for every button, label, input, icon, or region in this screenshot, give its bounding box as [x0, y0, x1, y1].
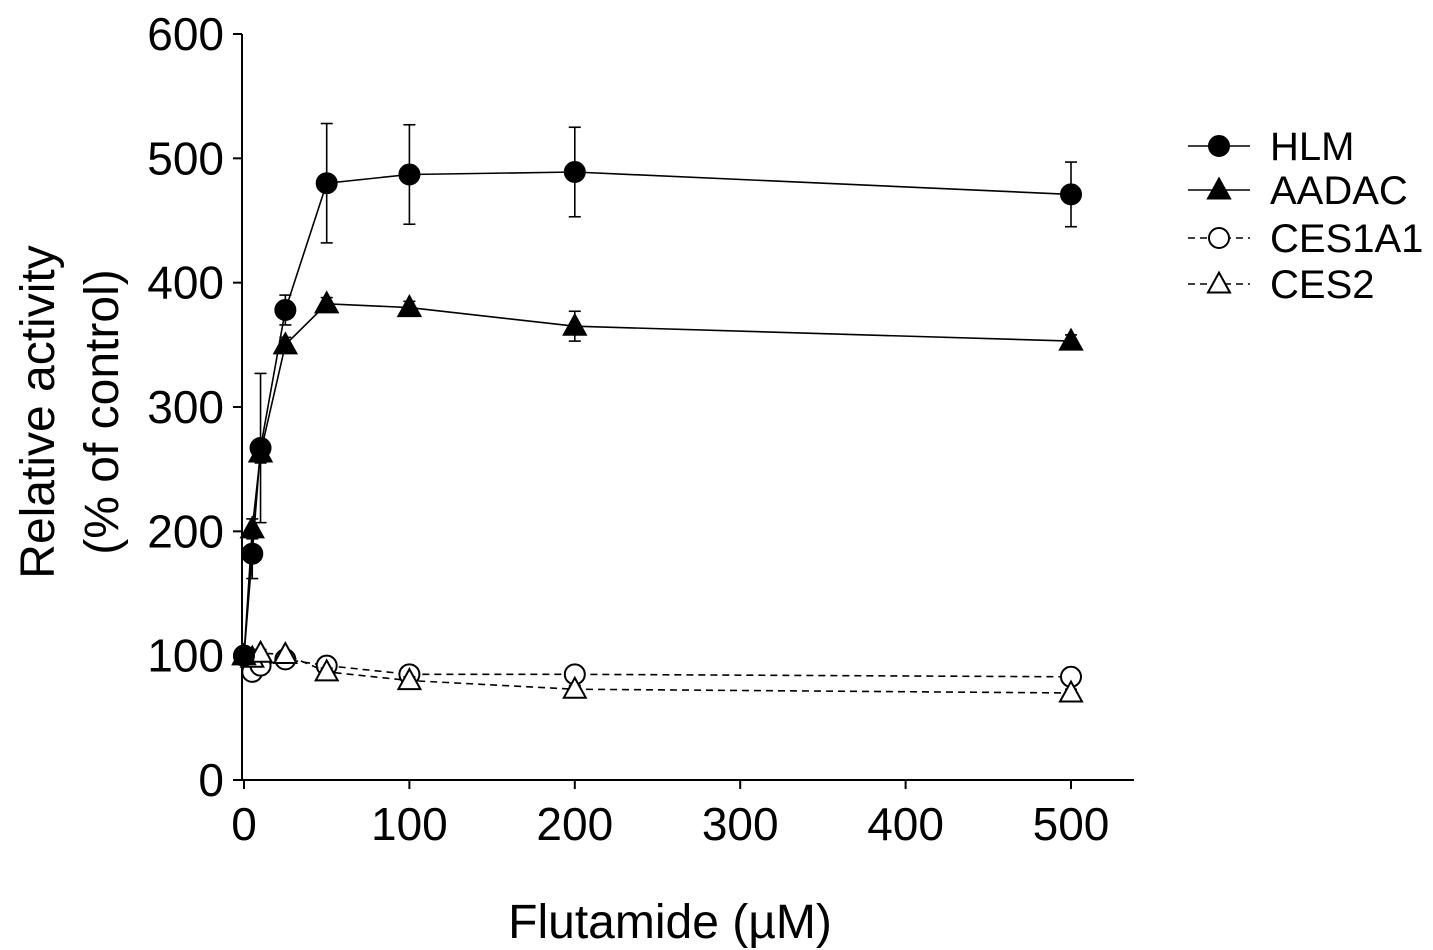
data-point-hlm — [274, 299, 297, 322]
legend-label-aadac: AADAC — [1270, 169, 1408, 213]
data-point-hlm — [1060, 183, 1082, 206]
data-point-ces2 — [562, 675, 588, 699]
series-ces1a1 — [233, 644, 1082, 688]
series-layer — [231, 122, 1084, 703]
data-point-ces2 — [396, 667, 423, 691]
legend-marker-aadac — [1206, 176, 1232, 200]
legend-label-ces2: CES2 — [1270, 263, 1375, 307]
x-tick-label: 100 — [371, 798, 448, 850]
y-tick-label: 600 — [147, 8, 224, 60]
x-axis-title: Flutamide (µM) — [508, 896, 832, 949]
axes — [241, 34, 1134, 781]
y-tick-label: 500 — [147, 132, 224, 184]
legend-label-ces1a1: CES1A1 — [1270, 217, 1423, 261]
data-point-hlm — [398, 163, 421, 186]
y-tick-label: 100 — [147, 630, 224, 682]
data-point-aadac — [396, 294, 423, 318]
data-point-hlm — [241, 542, 264, 565]
data-point-ces2 — [1058, 679, 1084, 703]
legend-marker-ces1a1 — [1208, 227, 1230, 249]
legend-marker-hlm — [1208, 135, 1230, 157]
y-tick-label: 400 — [147, 257, 224, 309]
data-point-hlm — [233, 644, 255, 667]
legend-item-ces1a1: CES1A1 — [1188, 217, 1423, 261]
data-point-ces2 — [247, 639, 274, 663]
legend-item-ces2: CES2 — [1188, 263, 1375, 307]
y-tick-label: 300 — [147, 381, 224, 433]
series-line-aadac — [243, 302, 1072, 656]
series-line-hlm — [243, 171, 1072, 656]
y-axis-title-line1: Relative activity — [12, 245, 65, 578]
series-aadac — [231, 290, 1084, 666]
data-point-aadac — [314, 290, 340, 314]
data-point-hlm — [315, 172, 338, 195]
y-tick-label: 200 — [147, 505, 224, 557]
data-point-hlm — [563, 161, 586, 184]
series-line-ces1a1 — [243, 655, 1072, 678]
x-tick-label: 200 — [536, 798, 613, 850]
y-axis-title-line2: (% of control) — [76, 269, 129, 554]
x-tick-label: 300 — [702, 798, 779, 850]
x-tick-label: 400 — [867, 798, 944, 850]
legend-label-hlm: HLM — [1270, 125, 1354, 169]
series-line-ces2 — [243, 652, 1072, 694]
ticks: 0 100 200 300 400 500 600 0 100 200 300 400 500 — [147, 8, 1109, 850]
x-tick-label: 500 — [1033, 798, 1110, 850]
data-point-aadac — [562, 312, 588, 336]
legend-item-aadac: AADAC — [1188, 169, 1408, 213]
y-tick-label: 0 — [198, 754, 224, 806]
data-point-hlm — [249, 437, 272, 460]
data-point-ces2 — [272, 640, 299, 664]
legend-item-hlm: HLM — [1188, 125, 1354, 169]
x-tick-label: 0 — [231, 798, 257, 850]
series-hlm — [233, 122, 1082, 667]
series-ces2 — [231, 639, 1084, 703]
legend-marker-ces2 — [1206, 270, 1232, 294]
data-point-aadac — [1058, 327, 1084, 351]
data-point-ces2 — [314, 658, 340, 682]
